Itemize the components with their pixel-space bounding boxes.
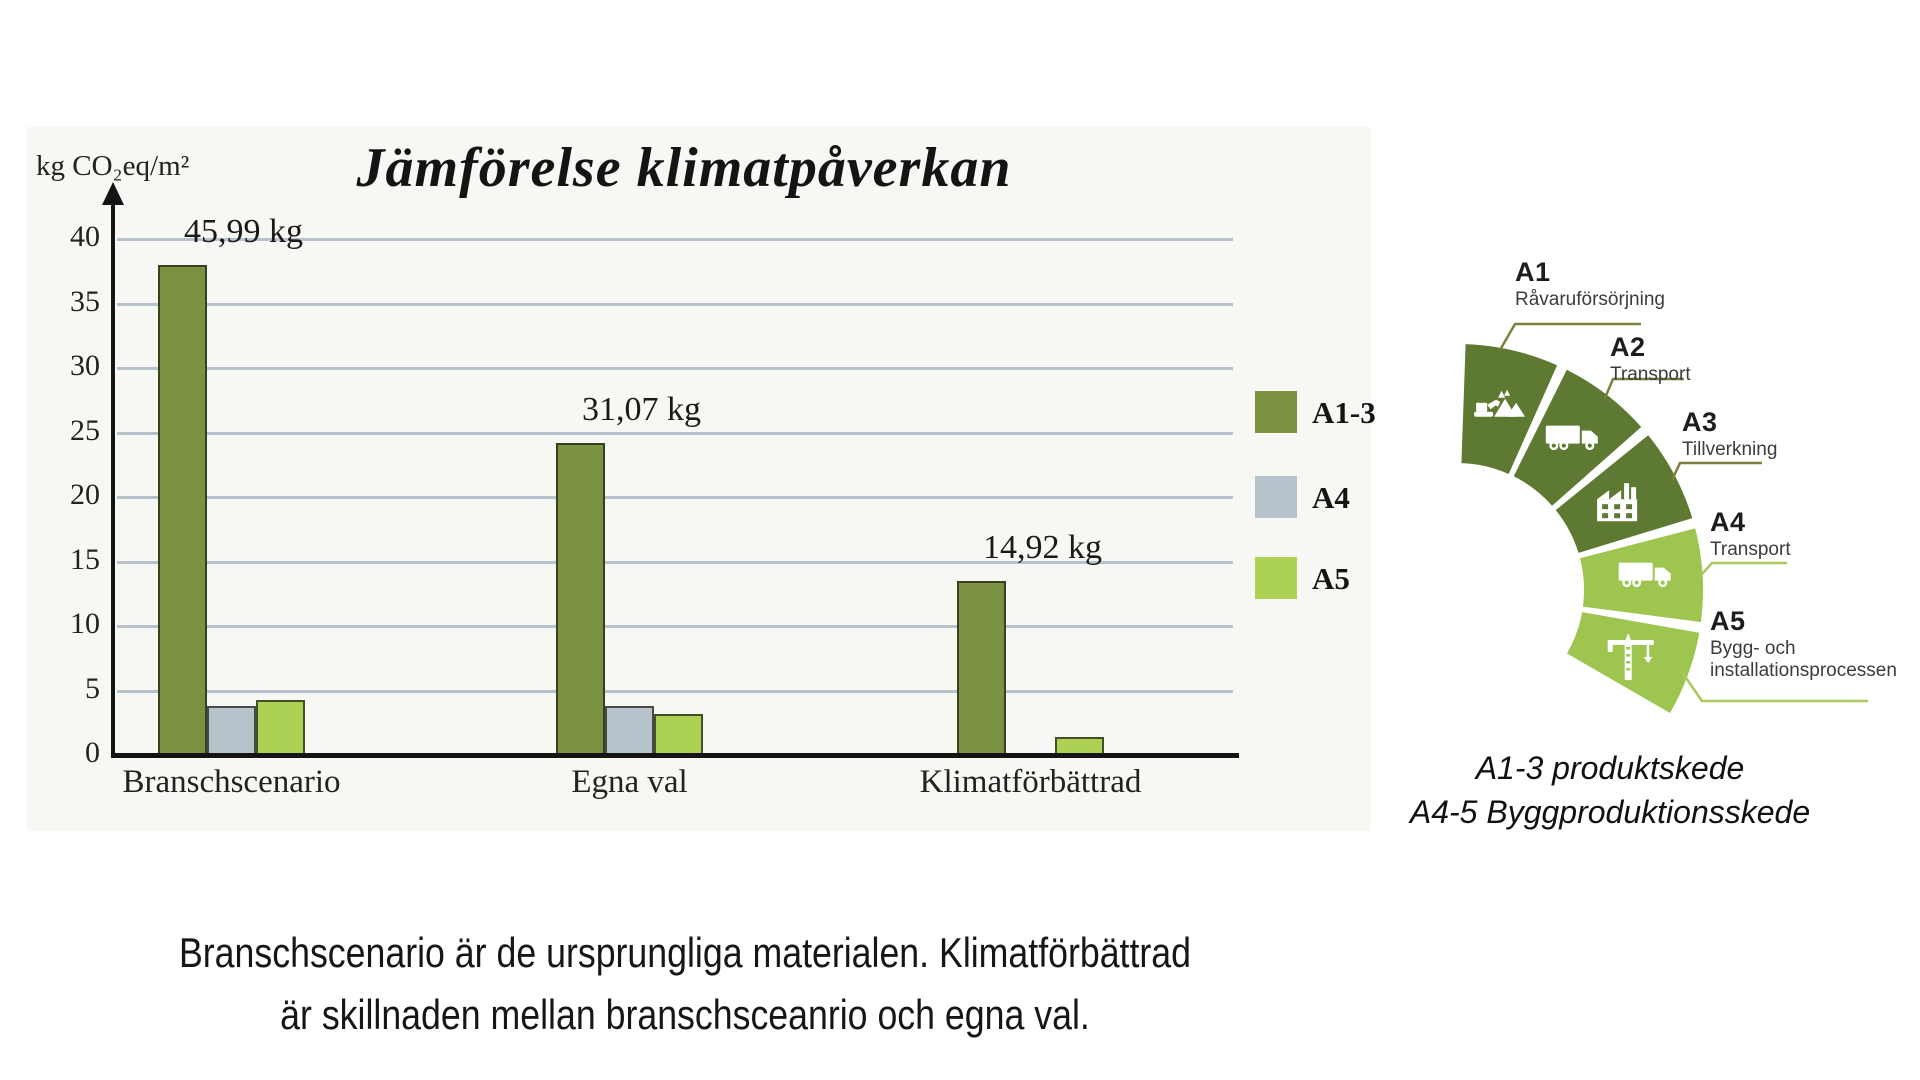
gridline-10 [117, 625, 1233, 628]
fan-stage-label-a2: A2 Transport [1610, 333, 1760, 386]
y-axis-arrow-icon [102, 182, 124, 205]
fan-stage-sublabel-a3: Tillverkning [1682, 439, 1778, 461]
fan-stage-label-a1: A1 Råvaruförsörjning [1515, 258, 1685, 311]
gridline-20 [117, 496, 1233, 499]
category-label-klimatf-rb-ttrad: Klimatförbättrad [919, 764, 1142, 800]
y-tick-label-25: 25 [70, 413, 100, 447]
fan-stage-label-a4: A4 Transport [1710, 508, 1860, 561]
fan-stage-sublabel-a5: Bygg- och installationsprocessen [1710, 638, 1897, 682]
legend-label-a1-3: A1-3 [1312, 395, 1376, 430]
lifecycle-fan-diagram [1461, 322, 1868, 713]
fan-stage-id-a3: A3 [1682, 407, 1718, 437]
fan-stage-sublabel-a1: Råvaruförsörjning [1515, 289, 1665, 311]
total-label-egna-val: 31,07 kg [582, 390, 701, 428]
gridline-35 [117, 302, 1233, 306]
fan-stage-id-a5: A5 [1710, 606, 1746, 636]
footnote-line-2: A4-5 Byggproduktionsskede [1409, 794, 1811, 830]
total-label-klimatf-rb-ttrad: 14,92 kg [983, 528, 1102, 566]
excavator-icon [1474, 389, 1526, 417]
chart-title: Jämförelse klimatpåverkan [356, 137, 1012, 199]
fan-leader-a1 [1498, 322, 1641, 351]
x-axis-line [111, 753, 1239, 758]
gridline-25 [117, 431, 1233, 435]
bar-a1-3-branschscenario [158, 264, 207, 755]
y-axis-unit-label: kg CO₂eq/m² [36, 150, 190, 182]
legend-swatch-a5 [1255, 557, 1297, 599]
fan-leader-a4 [1701, 561, 1787, 575]
category-label-egna-val: Egna val [571, 764, 688, 800]
gridline-15 [117, 560, 1233, 564]
legend-label-a5: A5 [1312, 561, 1350, 596]
y-tick-label-35: 35 [70, 284, 100, 318]
bar-a1-3-egna-val [556, 442, 605, 755]
legend-swatch-a1-3 [1255, 391, 1297, 433]
bar-a5-egna-val [654, 713, 703, 755]
footnote-line-1: A1-3 produktskede [1475, 750, 1745, 786]
legend-label-a4: A4 [1312, 480, 1350, 515]
fan-segment-a3 [1555, 435, 1693, 553]
fan-leader-a5 [1680, 671, 1868, 703]
fan-stage-id-a4: A4 [1710, 507, 1746, 537]
bar-a1-3-klimatf-rb-ttrad [957, 580, 1006, 755]
factory-icon [1597, 483, 1638, 522]
crane-icon [1607, 633, 1654, 680]
y-axis-line [111, 204, 115, 755]
y-tick-label-15: 15 [70, 542, 100, 576]
fan-stage-id-a2: A2 [1610, 332, 1646, 362]
fan-stage-label-a3: A3 Tillverkning [1682, 408, 1842, 461]
fan-stage-sublabel-a4: Transport [1710, 539, 1791, 561]
gridline-5 [117, 689, 1233, 693]
y-tick-label-20: 20 [70, 478, 100, 511]
fan-stage-id-a1: A1 [1515, 257, 1551, 287]
truck-icon [1545, 425, 1598, 451]
y-tick-label-30: 30 [70, 349, 100, 382]
bar-a4-egna-val [605, 705, 654, 755]
y-tick-label-0: 0 [85, 736, 100, 769]
fan-leader-a3 [1670, 461, 1762, 481]
gridline-30 [117, 367, 1233, 370]
fan-leader-a2 [1603, 377, 1684, 399]
truck-icon [1618, 562, 1671, 588]
fan-stage-sublabel-a2: Transport [1610, 364, 1691, 386]
bar-a4-branschscenario [207, 705, 256, 755]
y-tick-label-10: 10 [70, 607, 100, 640]
category-label-branschscenario: Branschscenario [122, 764, 341, 800]
caption-line-2: är skillnaden mellan branschsceanrio och… [280, 991, 1090, 1038]
fan-segment-a5 [1567, 612, 1700, 713]
total-label-branschscenario: 45,99 kg [184, 212, 303, 250]
bar-a5-branschscenario [256, 699, 305, 755]
bottom-caption: Branschscenario är de ursprungliga mater… [167, 922, 1204, 1046]
legend-swatch-a4 [1255, 476, 1297, 518]
gridline-40 [117, 238, 1233, 241]
y-tick-label-40: 40 [70, 220, 100, 253]
y-tick-label-5: 5 [85, 671, 100, 705]
fan-stage-label-a5: A5 Bygg- och installationsprocessen [1710, 607, 1920, 682]
caption-line-1: Branschscenario är de ursprungliga mater… [178, 929, 1192, 976]
lifecycle-footnote: A1-3 produktskede A4-5 Byggproduktionssk… [1390, 746, 1830, 834]
